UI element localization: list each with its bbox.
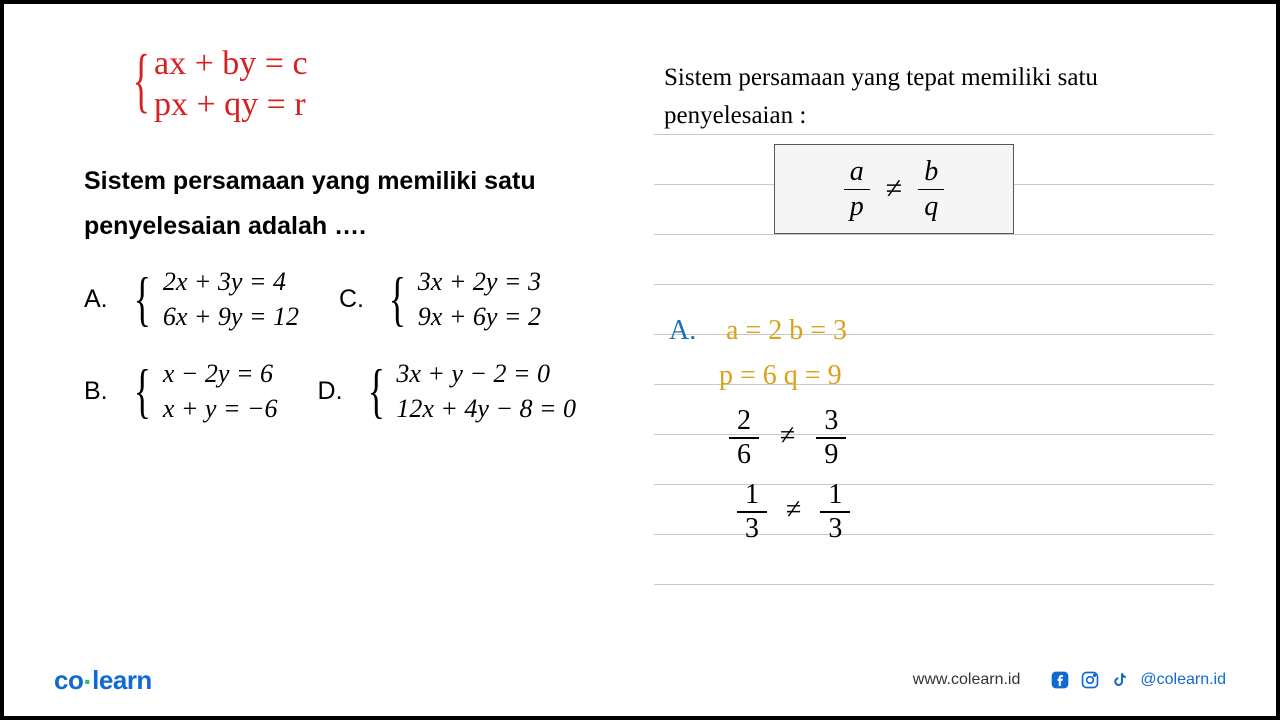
explanation-text: Sistem persamaan yang tepat memiliki sat…	[664, 59, 1194, 134]
question-line2: penyelesaian adalah ….	[84, 204, 604, 249]
option-c-system: { 3x + 2y = 3 9x + 6y = 2	[383, 264, 541, 334]
option-d-eq1: 3x + y − 2 = 0	[396, 356, 576, 391]
handwritten-eq2: px + qy = r	[154, 85, 308, 126]
frac-num: 2	[729, 407, 759, 437]
not-equal-symbol: ≠	[780, 420, 795, 451]
option-d-eq2: 12x + 4y − 8 = 0	[396, 391, 576, 426]
tiktok-icon	[1110, 670, 1130, 690]
option-c-eq2: 9x + 6y = 2	[418, 299, 541, 334]
option-b-eq1: x − 2y = 6	[163, 356, 278, 391]
instagram-icon	[1080, 670, 1100, 690]
facebook-icon	[1050, 670, 1070, 690]
option-b-eq2: x + y = −6	[163, 391, 278, 426]
option-c-eq1: 3x + 2y = 3	[418, 264, 541, 299]
brace-icon: {	[367, 361, 384, 421]
explanation-line2: penyelesaian :	[664, 97, 1194, 135]
option-c-label: C.	[339, 285, 383, 314]
not-equal-symbol: ≠	[886, 172, 902, 206]
question-prompt: Sistem persamaan yang memiliki satu peny…	[84, 159, 604, 249]
logo-learn: learn	[92, 665, 152, 695]
handwritten-system: ax + by = c px + qy = r	[154, 44, 308, 126]
work-frac-1-3b: 1 3	[820, 481, 850, 543]
option-b-system: { x − 2y = 6 x + y = −6	[128, 356, 278, 426]
option-a-system: { 2x + 3y = 4 6x + 9y = 12	[128, 264, 299, 334]
option-row-2: B. { x − 2y = 6 x + y = −6 D. { 3x + y −…	[84, 356, 576, 426]
brace-icon: {	[134, 269, 151, 329]
frac-num: 1	[737, 481, 767, 511]
frac-num: 3	[816, 407, 846, 437]
option-row-1: A. { 2x + 3y = 4 6x + 9y = 12 C. { 3x + …	[84, 264, 576, 334]
work-option-label: A.	[669, 309, 719, 354]
option-d-label: D.	[318, 377, 362, 406]
footer: co·learn www.colearn.id @colearn.id	[54, 664, 1226, 696]
slide-content: { ax + by = c px + qy = r Sistem persama…	[4, 4, 1276, 716]
option-b-label: B.	[84, 377, 128, 406]
option-a-eq2: 6x + 9y = 12	[163, 299, 299, 334]
fraction-den: q	[918, 189, 944, 221]
system-brace-red: {	[133, 44, 150, 116]
explanation-line1: Sistem persamaan yang tepat memiliki sat…	[664, 59, 1194, 97]
work-frac-2-6: 2 6	[729, 407, 759, 469]
fraction-num: b	[918, 158, 944, 189]
work-line1: a = 2 b = 3	[726, 315, 847, 346]
handwritten-eq1: ax + by = c	[154, 44, 308, 85]
option-d-system: { 3x + y − 2 = 0 12x + 4y − 8 = 0	[362, 356, 577, 426]
frac-den: 3	[820, 511, 850, 543]
social-handle: @colearn.id	[1140, 671, 1226, 689]
condition-box: a p ≠ b q	[774, 144, 1014, 234]
frac-den: 9	[816, 437, 846, 469]
work-frac-1-3a: 1 3	[737, 481, 767, 543]
worked-solution: A. a = 2 b = 3 p = 6 q = 9 2 6 ≠ 3 9 1 3…	[669, 309, 850, 543]
work-line2: p = 6 q = 9	[719, 360, 842, 391]
work-frac-3-9: 3 9	[816, 407, 846, 469]
not-equal-symbol: ≠	[786, 494, 801, 525]
frac-num: 1	[820, 481, 850, 511]
fraction-a-over-p: a p	[844, 158, 870, 221]
fraction-den: p	[844, 189, 870, 221]
answer-options: A. { 2x + 3y = 4 6x + 9y = 12 C. { 3x + …	[84, 264, 576, 448]
fraction-b-over-q: b q	[918, 158, 944, 221]
logo-co: co	[54, 665, 83, 695]
brace-icon: {	[134, 361, 151, 421]
option-a-eq1: 2x + 3y = 4	[163, 264, 299, 299]
frac-den: 6	[729, 437, 759, 469]
option-a-label: A.	[84, 285, 128, 314]
footer-right: www.colearn.id @colearn.id	[913, 670, 1226, 690]
question-line1: Sistem persamaan yang memiliki satu	[84, 159, 604, 204]
brace-icon: {	[389, 269, 406, 329]
frac-den: 3	[737, 511, 767, 543]
fraction-num: a	[844, 158, 870, 189]
logo-dot-icon: ·	[83, 666, 92, 698]
brand-logo: co·learn	[54, 664, 152, 696]
website-url: www.colearn.id	[913, 671, 1021, 689]
